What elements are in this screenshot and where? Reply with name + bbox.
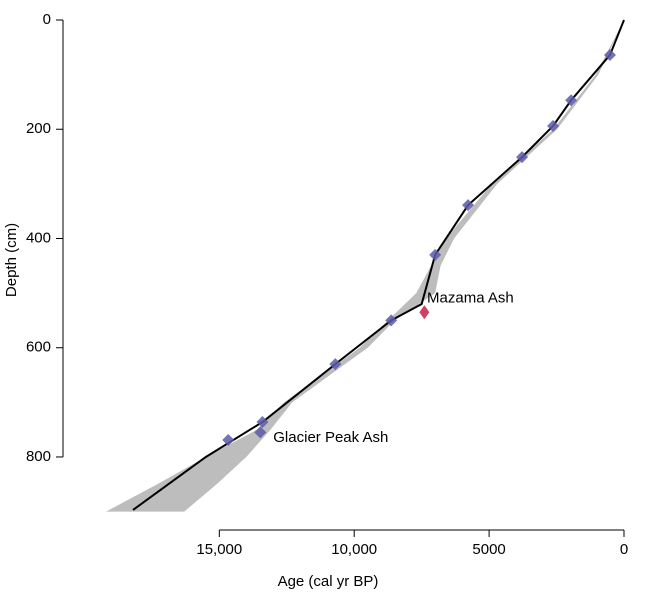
y-tick-label: 600 <box>26 339 51 356</box>
annotation: Glacier Peak Ash <box>273 429 388 446</box>
x-axis-label: Age (cal yr BP) <box>278 573 379 590</box>
date-marker <box>329 358 342 371</box>
date-marker <box>385 314 398 327</box>
annotation: Mazama Ash <box>427 290 514 307</box>
date-marker <box>429 248 442 261</box>
y-tick-label: 200 <box>26 120 51 137</box>
date-marker <box>256 416 269 429</box>
date-marker <box>516 151 529 164</box>
x-tick-label: 0 <box>620 541 628 558</box>
x-tick-label: 5000 <box>472 541 505 558</box>
date-marker <box>565 94 578 107</box>
x-tick-label: 10,000 <box>331 541 377 558</box>
date-marker <box>254 426 267 439</box>
y-tick-label: 400 <box>26 229 51 246</box>
x-tick-label: 15,000 <box>196 541 242 558</box>
tephra-marker <box>419 305 430 320</box>
y-tick-label: 0 <box>43 11 51 28</box>
y-axis-label: Depth (cm) <box>3 223 20 297</box>
y-tick-label: 800 <box>26 448 51 465</box>
date-marker <box>222 434 235 447</box>
date-marker <box>603 48 616 61</box>
date-marker <box>462 199 475 212</box>
date-marker <box>547 119 560 132</box>
